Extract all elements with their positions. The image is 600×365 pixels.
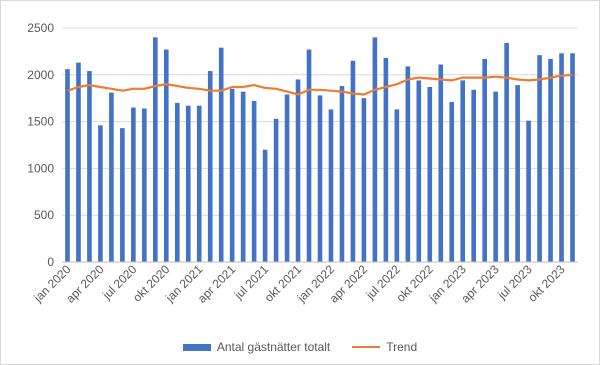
y-tick-label-2: 1000 [27,161,54,175]
bar-25 [339,86,345,262]
bar-11 [185,105,191,262]
bar-39 [493,91,498,262]
bar-17 [251,101,257,263]
bar-40 [504,42,509,263]
bar-34 [438,64,444,262]
bar-33 [427,86,433,262]
bar-19 [273,118,279,263]
legend-swatch-trend [352,346,381,348]
y-tick-label-1: 500 [34,208,54,222]
bar-38 [482,58,487,262]
bar-7 [142,108,147,262]
bar-13 [207,71,213,262]
bar-23 [317,95,323,262]
bar-8 [153,37,158,262]
y-tick-label-0: 0 [47,255,54,269]
legend-label-bars: Antal gästnätter totalt [216,340,331,354]
bar-35 [449,101,455,262]
bar-3 [98,125,103,263]
y-tick-label-5: 2500 [27,21,54,35]
bar-30 [394,109,400,262]
y-tick-label-4: 2000 [27,68,54,82]
bar-12 [196,105,202,262]
bar-20 [284,94,290,263]
bar-32 [416,80,422,262]
x-tick-label-15: okt 2023 [525,262,568,305]
bar-10 [174,102,180,262]
bar-21 [295,79,301,262]
bar-16 [240,91,246,262]
bar-36 [460,80,466,262]
legend: Antal gästnätter totalt Trend [0,340,600,354]
bar-22 [306,49,312,262]
bar-1 [76,62,81,262]
bar-24 [328,109,334,262]
y-tick-label-3: 1500 [27,115,54,129]
bar-18 [262,149,268,262]
bar-4 [109,92,114,262]
bar-41 [515,85,520,262]
legend-item-trend: Trend [352,340,417,354]
legend-label-trend: Trend [386,340,418,354]
bar-9 [163,49,169,262]
bar-15 [229,88,235,262]
bar-2 [87,71,92,262]
bar-0 [65,69,70,263]
bar-37 [471,89,477,262]
bar-44 [548,58,553,262]
bar-45 [559,53,564,262]
trend-line [67,73,573,96]
bar-26 [350,60,356,263]
bar-5 [120,128,125,262]
bar-31 [405,66,411,262]
bar-42 [526,120,531,262]
bar-14 [218,47,224,262]
legend-swatch-bars [182,343,211,351]
bar-6 [131,107,136,262]
bar-46 [570,53,575,262]
legend-item-bars: Antal gästnätter totalt [182,340,331,354]
bar-27 [361,98,367,262]
bar-29 [383,57,389,263]
bar-43 [537,55,542,263]
bar-28 [372,37,378,262]
